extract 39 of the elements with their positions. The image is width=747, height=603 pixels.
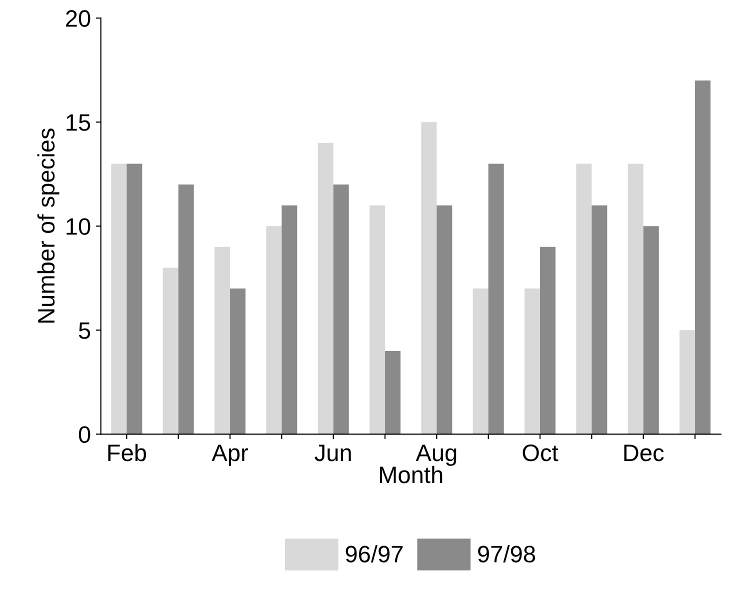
bar bbox=[643, 226, 659, 434]
bar bbox=[282, 205, 298, 434]
x-tick-label: Dec bbox=[624, 444, 664, 462]
y-tick-label: 10 bbox=[66, 218, 90, 235]
legend-label: 97/98 bbox=[478, 545, 536, 562]
x-tick-label: Apr bbox=[212, 444, 248, 466]
bar bbox=[524, 288, 540, 434]
bar bbox=[370, 205, 386, 434]
x-tick-label: Jun bbox=[314, 444, 351, 462]
legend-label: 96/97 bbox=[346, 545, 403, 562]
y-tick-label: 20 bbox=[66, 10, 90, 27]
bar bbox=[178, 184, 194, 434]
y-tick-label: 5 bbox=[78, 322, 90, 339]
bar bbox=[266, 226, 282, 434]
bar bbox=[472, 288, 488, 434]
bar bbox=[436, 205, 452, 434]
bar bbox=[111, 164, 127, 434]
bar bbox=[385, 350, 401, 434]
bar bbox=[540, 246, 556, 434]
bar bbox=[628, 164, 644, 434]
bar bbox=[230, 288, 246, 434]
bar bbox=[592, 205, 608, 434]
y-axis-title: Number of species bbox=[37, 128, 60, 323]
bar bbox=[333, 184, 349, 434]
bar bbox=[162, 268, 178, 434]
bar bbox=[680, 330, 696, 434]
bar bbox=[214, 246, 230, 434]
x-tick-label: Aug bbox=[416, 444, 456, 466]
bar bbox=[695, 80, 711, 434]
x-tick-label: Feb bbox=[108, 444, 146, 462]
bar bbox=[318, 142, 334, 434]
y-tick-label: 0 bbox=[78, 426, 90, 443]
y-tick-label: 15 bbox=[66, 114, 90, 131]
bar bbox=[488, 164, 504, 434]
bar bbox=[576, 164, 592, 434]
bar bbox=[421, 122, 437, 434]
x-axis-title: Month bbox=[380, 466, 442, 484]
bar bbox=[126, 164, 142, 434]
x-tick-label: Oct bbox=[522, 444, 558, 462]
